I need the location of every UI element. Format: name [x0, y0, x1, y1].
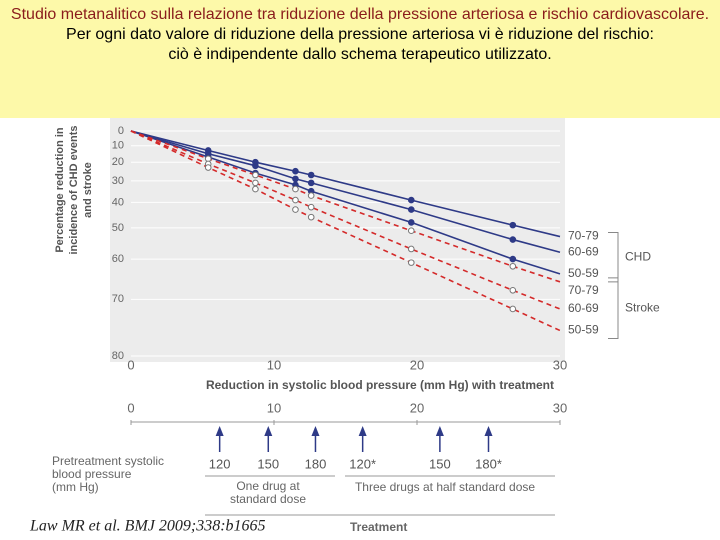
y-tick-label: 60: [112, 253, 124, 265]
pretreatment-value: 150: [429, 456, 451, 471]
data-point: [407, 259, 415, 266]
y-tick-label: 70: [112, 293, 124, 305]
data-point: [509, 305, 517, 313]
arrowhead: [215, 426, 224, 436]
data-point: [292, 196, 299, 204]
legend-label: 70-79: [568, 283, 599, 297]
data-point: [509, 286, 517, 294]
pretreatment-title: Pretreatment systolic: [52, 454, 164, 468]
data-point: [509, 255, 517, 263]
y-tick-label: 80: [112, 350, 124, 362]
data-point: [407, 196, 415, 204]
treatment-footer: Treatment: [350, 520, 407, 534]
data-point: [252, 179, 259, 187]
data-point: [407, 245, 415, 253]
data-point: [292, 175, 299, 183]
x-tick-label: 0: [127, 400, 134, 415]
pretreatment-value: 120*: [349, 456, 376, 471]
pretreatment-value: 180*: [475, 456, 502, 471]
treatment-group: Three drugs at half standard dose: [355, 480, 535, 494]
data-point: [509, 221, 517, 229]
series-line: [130, 130, 561, 238]
data-point: [252, 171, 259, 179]
data-point: [509, 236, 517, 243]
series-line: [130, 130, 561, 283]
arrowhead: [484, 426, 493, 436]
data-point: [307, 213, 315, 221]
x-tick-label: 10: [267, 357, 281, 372]
data-point: [204, 164, 212, 171]
y-tick-label: 50: [112, 222, 124, 234]
legend-label: 70-79: [568, 229, 599, 243]
x-tick-label: 30: [553, 357, 567, 372]
x-tick-label: 10: [267, 400, 281, 415]
arrowhead: [358, 426, 367, 436]
treatment-group: One drug at: [236, 479, 300, 493]
group-bracket: [608, 232, 619, 283]
arrowhead: [435, 426, 444, 436]
data-point: [407, 219, 415, 226]
data-point: [307, 171, 315, 179]
series-line: [130, 130, 561, 332]
pretreatment-value: 150: [257, 456, 279, 471]
x-tick-label: 20: [410, 400, 424, 415]
series-line: [130, 130, 561, 275]
series-line: [130, 130, 561, 310]
y-axis-label: incidence of CHD events: [68, 126, 80, 255]
y-tick-label: 0: [118, 125, 124, 137]
y-tick-label: 10: [112, 140, 124, 152]
citation: Law MR et al. BMJ 2009;338:b1665: [29, 518, 266, 535]
pretreatment-title: blood pressure: [52, 467, 132, 481]
y-tick-label: 30: [112, 175, 124, 187]
x-tick-label: 30: [553, 400, 567, 415]
x-tick-label: 0: [127, 357, 134, 372]
y-tick-label: 20: [112, 156, 124, 168]
pretreatment-title: (mm Hg): [52, 480, 99, 494]
data-point: [407, 206, 415, 213]
y-axis-label: and stroke: [82, 162, 94, 218]
data-point: [292, 185, 299, 193]
data-point: [307, 179, 315, 187]
x-axis-label: Reduction in systolic blood pressure (mm…: [206, 378, 554, 392]
legend-label: 50-59: [568, 323, 599, 337]
arrowhead: [311, 426, 320, 436]
group-label: Stroke: [625, 300, 660, 314]
pretreatment-value: 180: [305, 456, 327, 471]
subtitle-line: ciò è indipendente dallo schema terapeut…: [168, 46, 552, 63]
plot-background: [110, 118, 565, 362]
y-tick-label: 40: [112, 196, 124, 208]
title: Studio metanalitico sulla relazione tra …: [10, 6, 710, 23]
arrowhead: [264, 426, 273, 436]
pretreatment-value: 120: [209, 456, 231, 471]
group-bracket: [608, 277, 619, 340]
data-point: [252, 162, 259, 170]
data-point: [407, 227, 415, 235]
x-tick-label: 20: [410, 357, 424, 372]
data-point: [307, 192, 315, 199]
series-line: [130, 130, 561, 254]
data-point: [252, 185, 259, 193]
header: Studio metanalitico sulla relazione tra …: [0, 0, 720, 118]
legend-label: 60-69: [568, 301, 599, 315]
legend-label: 50-59: [568, 266, 599, 280]
y-axis-label: Percentage reduction in: [54, 127, 66, 253]
group-label: CHD: [625, 249, 651, 263]
data-point: [307, 203, 315, 211]
data-point: [292, 167, 299, 175]
treatment-group: standard dose: [230, 492, 306, 506]
legend-label: 60-69: [568, 244, 599, 258]
subtitle-line: Per ogni dato valore di riduzione della …: [66, 26, 654, 43]
data-point: [292, 206, 299, 213]
data-point: [509, 262, 517, 270]
